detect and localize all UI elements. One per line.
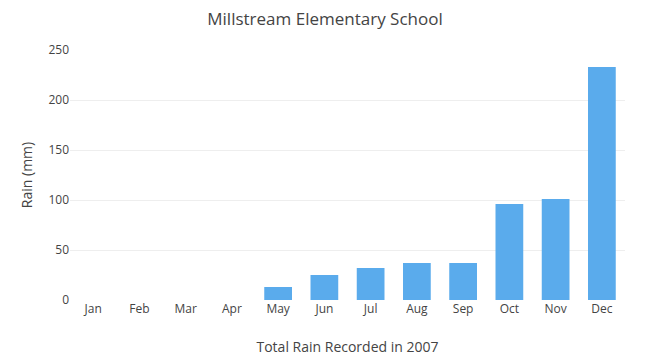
svg-text:Dec: Dec: [591, 300, 612, 317]
svg-text:Jan: Jan: [84, 300, 102, 317]
svg-text:Mar: Mar: [174, 300, 196, 317]
svg-text:Apr: Apr: [222, 300, 242, 317]
svg-text:Rain (mm): Rain (mm): [17, 142, 36, 208]
svg-text:Nov: Nov: [545, 300, 567, 317]
svg-text:Millstream Elementary School: Millstream Elementary School: [207, 7, 442, 30]
svg-text:150: 150: [48, 141, 69, 158]
svg-text:Jun: Jun: [314, 300, 333, 317]
svg-text:0: 0: [62, 291, 69, 308]
svg-text:Total Rain Recorded in 2007: Total Rain Recorded in 2007: [256, 337, 438, 356]
svg-text:50: 50: [55, 241, 69, 258]
svg-text:Feb: Feb: [129, 300, 149, 317]
svg-text:Aug: Aug: [406, 300, 428, 317]
svg-text:100: 100: [48, 191, 69, 208]
svg-text:200: 200: [48, 91, 69, 108]
svg-text:Jul: Jul: [363, 300, 378, 317]
svg-text:250: 250: [48, 41, 69, 58]
svg-text:May: May: [266, 300, 290, 317]
svg-text:Sep: Sep: [453, 300, 474, 317]
svg-text:Oct: Oct: [500, 300, 519, 317]
